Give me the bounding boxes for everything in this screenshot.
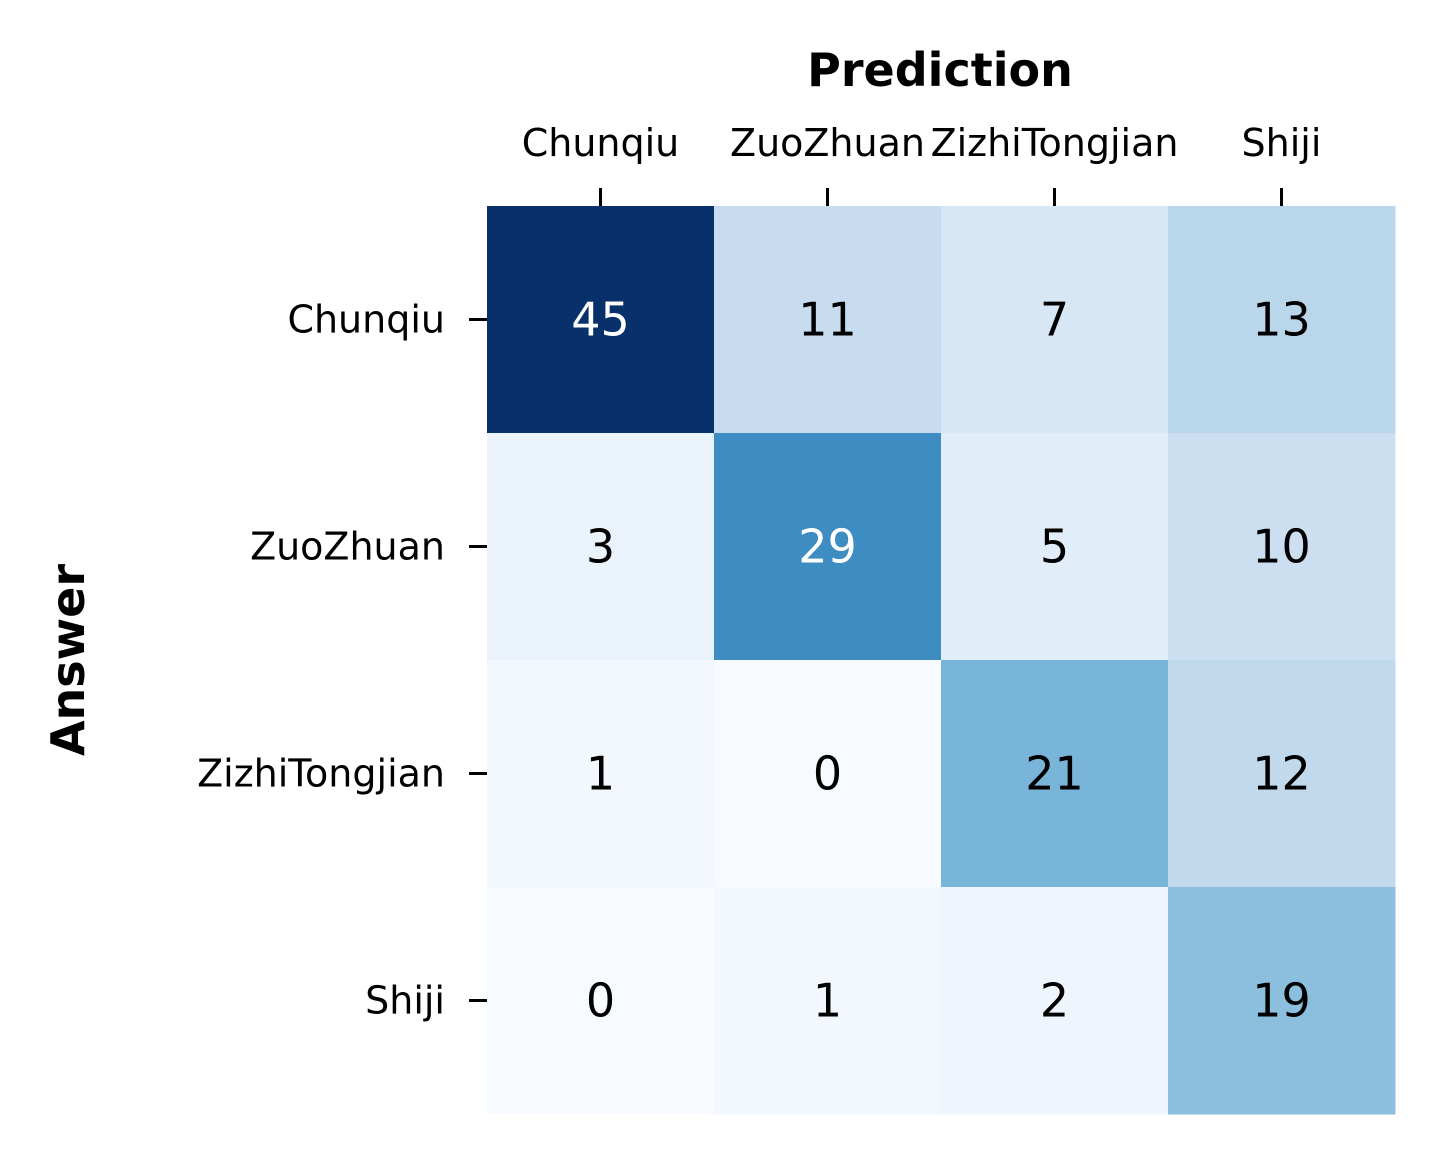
heatmap-cell-r2-c2 [941, 660, 1169, 888]
heatmap-cell-r0-c3 [1168, 206, 1396, 434]
x-tick-label-0: Chunqiu [522, 121, 680, 165]
y-tick-label-1: ZuoZhuan [250, 525, 445, 569]
x-tick-label-1: ZuoZhuan [730, 121, 925, 165]
heatmap-cell-labels: 45 11 7 133 29 5 101 0 21 120 1 2 19 [571, 293, 1311, 1028]
heatmap-cell-r3-c2 [941, 887, 1169, 1115]
heatmap-cell-value-r2-c3: 12 [1252, 747, 1311, 801]
heatmap-cell-r3-c0 [487, 887, 715, 1115]
heatmap-cell-value-r1-c1: 29 [798, 520, 857, 574]
x-axis-ticks: Chunqiu ZuoZhuan ZizhiTongjian Shiji [522, 121, 1322, 206]
heatmap-cell-r3-c1 [714, 887, 942, 1115]
heatmap-cell-r3-c3 [1168, 887, 1396, 1115]
x-axis-title: Prediction [807, 43, 1073, 97]
heatmap-cell-value-r3-c3: 19 [1252, 974, 1311, 1028]
heatmap-cell-r2-c1 [714, 660, 942, 888]
y-tick-label-3: Shiji [365, 979, 445, 1023]
y-tick-label-2: ZizhiTongjian [197, 752, 445, 796]
heatmap-cell-value-r3-c2: 2 [1040, 974, 1069, 1028]
heatmap-cell-r0-c1 [714, 206, 942, 434]
heatmap-cell-r0-c0 [487, 206, 715, 434]
heatmap-cell-value-r0-c2: 7 [1040, 293, 1069, 347]
heatmap-cell-value-r1-c2: 5 [1040, 520, 1069, 574]
heatmap-cell-value-r2-c0: 1 [586, 747, 615, 801]
heatmap-cell-r0-c2 [941, 206, 1169, 434]
y-tick-label-0: Chunqiu [287, 298, 445, 342]
heatmap-cell-r1-c1 [714, 433, 942, 661]
heatmap-cell-value-r0-c3: 13 [1252, 293, 1311, 347]
y-axis-title: Answer [41, 564, 95, 756]
heatmap-cell-value-r1-c0: 3 [586, 520, 615, 574]
heatmap-cell-value-r2-c2: 21 [1025, 747, 1084, 801]
heatmap-cell-value-r0-c0: 45 [571, 293, 630, 347]
heatmap-cell-r1-c0 [487, 433, 715, 661]
heatmap-cell-r1-c2 [941, 433, 1169, 661]
heatmap-cells [487, 206, 1396, 1115]
heatmap-cell-r1-c3 [1168, 433, 1396, 661]
heatmap-cell-value-r3-c1: 1 [813, 974, 842, 1028]
heatmap-cell-value-r3-c0: 0 [586, 974, 615, 1028]
y-axis-ticks: Chunqiu ZuoZhuan ZizhiTongjian Shiji [197, 298, 487, 1023]
x-tick-label-3: Shiji [1242, 121, 1322, 165]
x-tick-label-2: ZizhiTongjian [931, 121, 1179, 165]
heatmap-cell-value-r1-c3: 10 [1252, 520, 1311, 574]
heatmap-cell-value-r2-c1: 0 [813, 747, 842, 801]
heatmap-cell-value-r0-c1: 11 [798, 293, 857, 347]
heatmap-cell-r2-c0 [487, 660, 715, 888]
heatmap-cell-r2-c3 [1168, 660, 1396, 888]
